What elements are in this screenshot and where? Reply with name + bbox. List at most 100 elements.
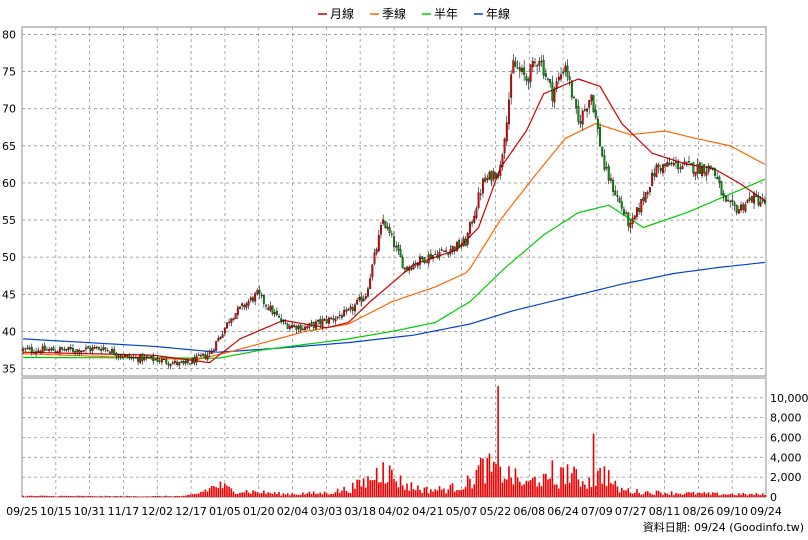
volume-bar: [744, 493, 747, 497]
volume-tick-label: 6,000: [770, 432, 802, 445]
candle-body: [425, 261, 428, 263]
volume-bar: [505, 479, 508, 497]
candle-body: [540, 60, 543, 63]
volume-bar: [508, 466, 510, 497]
candle-body: [269, 305, 272, 311]
x-tick-label: 03/18: [344, 505, 376, 518]
volume-bar: [759, 495, 762, 497]
volume-bar: [718, 495, 721, 497]
volume-bar: [191, 494, 194, 497]
candle-body: [653, 173, 656, 177]
legend-label-1: 季線: [382, 6, 406, 21]
volume-bar: [319, 492, 322, 497]
volume-bar: [104, 495, 107, 497]
candle-body: [228, 321, 231, 323]
volume-bar: [479, 457, 482, 497]
volume-bar: [573, 466, 575, 497]
volume-bar: [588, 477, 591, 497]
volume-bar: [271, 493, 274, 497]
volume-bar: [627, 488, 630, 497]
volume-bar: [169, 496, 172, 497]
candle-body: [390, 233, 393, 235]
volume-tick-label: 8,000: [770, 412, 802, 425]
candle-body: [247, 301, 250, 306]
candle-body: [590, 94, 593, 102]
volume-bar: [521, 485, 523, 497]
volume-bar: [703, 492, 705, 497]
volume-bar: [720, 494, 723, 497]
volume-bar: [592, 433, 595, 497]
volume-bar: [243, 492, 246, 497]
volume-bar: [226, 485, 228, 497]
volume-bar: [740, 494, 742, 497]
volume-bar: [638, 492, 640, 497]
volume-bar: [755, 493, 758, 497]
candle-body: [596, 119, 599, 129]
volume-bar: [115, 495, 118, 497]
volume-bar: [577, 479, 580, 497]
candle-body: [722, 193, 725, 197]
volume-bar: [497, 385, 499, 497]
volume-bar: [581, 481, 584, 497]
candle-body: [688, 161, 690, 163]
candle-body: [429, 253, 432, 260]
candle-body: [226, 322, 228, 329]
candle-body: [521, 68, 523, 72]
volume-bar: [332, 493, 335, 497]
candle-body: [401, 256, 404, 269]
x-tick-label: 05/22: [480, 505, 512, 518]
x-tick-label: 08/26: [683, 505, 715, 518]
candle-body: [698, 162, 701, 174]
volume-bar: [564, 484, 567, 497]
candle-body: [258, 289, 261, 295]
volume-bar: [43, 495, 46, 497]
x-tick-label: 10/31: [74, 505, 106, 518]
candle-body: [217, 338, 220, 342]
candle-body: [215, 341, 218, 351]
volume-bar: [525, 480, 528, 497]
volume-bar: [434, 489, 437, 497]
volume-bar: [438, 486, 441, 497]
candle-body: [724, 196, 727, 202]
volume-bar: [119, 495, 122, 497]
candle-body: [679, 167, 682, 169]
volume-bar: [310, 494, 313, 497]
candle-body: [243, 304, 246, 308]
volume-bar: [486, 458, 489, 497]
volume-bar: [345, 490, 348, 497]
candle-body: [659, 168, 662, 172]
volume-bar: [206, 491, 209, 497]
candle-body: [202, 353, 205, 356]
volume-bar: [586, 488, 588, 497]
candle-body: [577, 106, 580, 122]
candle-body: [104, 347, 107, 349]
candle-body: [592, 95, 595, 113]
volume-bar: [699, 492, 701, 497]
volume-bar: [28, 495, 31, 497]
chart-legend: 月線 季線 半年 年線: [318, 6, 510, 21]
volume-bar: [347, 492, 350, 497]
candle-body: [323, 318, 326, 321]
candle-body: [685, 162, 688, 164]
candle-body: [692, 162, 695, 174]
volume-tick-label: 4,000: [770, 451, 802, 464]
candle-body: [492, 171, 495, 180]
volume-bar: [686, 492, 688, 497]
candle-body: [588, 100, 591, 108]
volume-bar: [427, 493, 430, 497]
volume-bar: [401, 485, 404, 497]
candle-body: [468, 222, 471, 234]
volume-bar: [425, 487, 428, 497]
candle-body: [197, 354, 200, 356]
volume-bar: [536, 486, 538, 497]
candle-body: [213, 349, 215, 351]
price-tick-label: 75: [2, 66, 16, 79]
volume-bar: [631, 493, 634, 497]
candle-body: [356, 300, 359, 305]
candle-body: [436, 254, 439, 259]
volume-bar: [725, 494, 727, 497]
volume-bar: [161, 496, 163, 498]
candle-body: [208, 352, 211, 354]
candlesticks: [22, 54, 766, 370]
volume-bar: [538, 482, 541, 497]
